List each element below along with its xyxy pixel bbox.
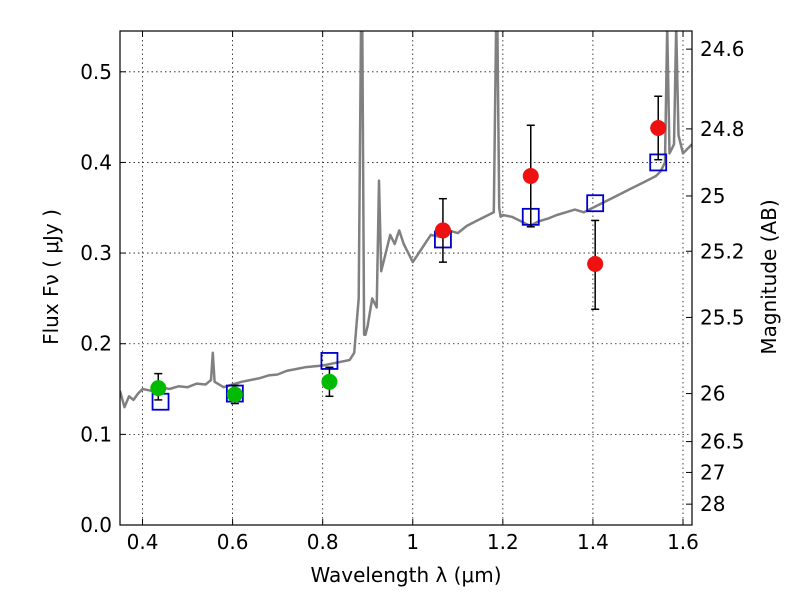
- right-tick-label: 28: [700, 492, 725, 516]
- observed-optical-point: [226, 386, 243, 403]
- x-tick-label: 1.6: [667, 530, 699, 554]
- y-tick-label: 0.0: [80, 513, 112, 537]
- right-tick-label: 25: [700, 184, 725, 208]
- observed-optical-point: [321, 373, 338, 390]
- plot-frame: [119, 30, 693, 526]
- y-tick-label: 0.2: [80, 332, 112, 356]
- right-tick-label: 24.8: [700, 117, 745, 141]
- observed-nir-point: [522, 168, 539, 185]
- right-tick-label: 25.5: [700, 305, 745, 329]
- observed-nir-point: [650, 119, 667, 136]
- x-tick-label: 0.8: [307, 530, 339, 554]
- x-tick-label: 0.4: [127, 530, 159, 554]
- right-tick-label: 27: [700, 460, 725, 484]
- right-tick-label: 26.5: [700, 430, 745, 454]
- x-tick-label: 1.2: [487, 530, 519, 554]
- y-axis-label: Flux Fν ( μJy ): [39, 209, 63, 345]
- right-axis-label: Magnitude (AB): [757, 199, 781, 354]
- y-tick-label: 0.1: [80, 422, 112, 446]
- observed-optical-point: [150, 380, 167, 397]
- right-tick-label: 26: [700, 382, 725, 406]
- y-tick-label: 0.5: [80, 60, 112, 84]
- observed-nir-point: [434, 222, 451, 239]
- x-axis-label: Wavelength λ (μm): [310, 563, 501, 587]
- model-photometry-point: [151, 392, 170, 411]
- x-tick-label: 0.6: [217, 530, 249, 554]
- right-tick-label: 25.2: [700, 239, 745, 263]
- y-tick-label: 0.4: [80, 150, 112, 174]
- grid: [120, 31, 692, 526]
- y-tick-label: 0.3: [80, 241, 112, 265]
- x-tick-label: 1.4: [577, 530, 609, 554]
- observed-nir-point: [587, 255, 604, 272]
- right-tick-label: 24.6: [700, 37, 745, 61]
- plot-area: [120, 31, 692, 411]
- model-spectrum-line: [120, 31, 692, 409]
- model-photometry-point: [586, 194, 605, 213]
- axis-ticks: 0.4 0.6 0.8 1 1.2 1.4 1.6 0.0 0.1 0.2 0.3 0.4 0.5 24.…: [80, 31, 745, 554]
- x-tick-label: 1: [406, 530, 419, 554]
